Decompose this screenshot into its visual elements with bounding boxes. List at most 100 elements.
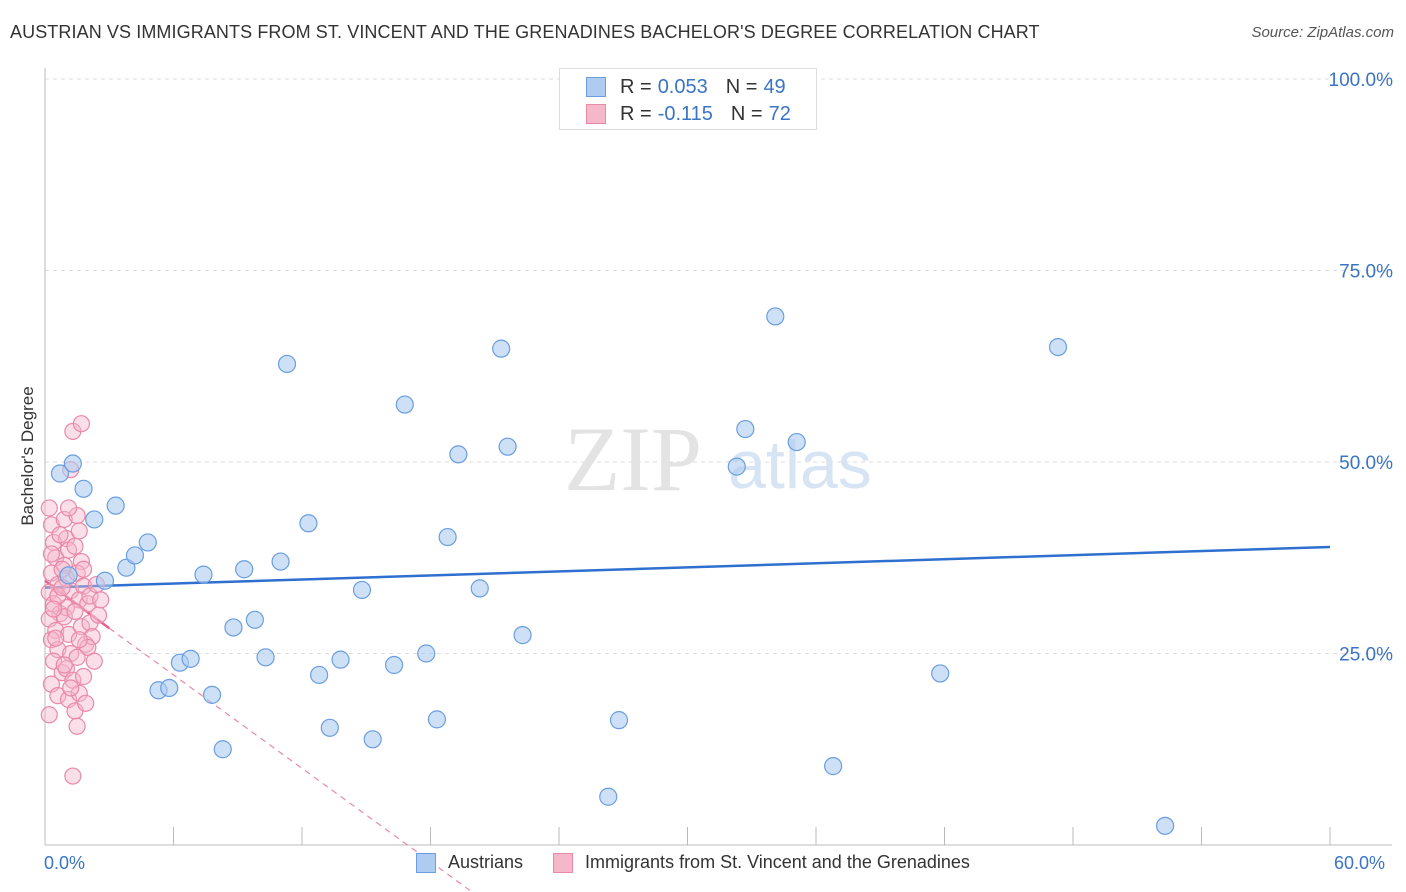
data-point-austrians xyxy=(513,626,532,645)
data-point-austrians xyxy=(736,419,755,439)
data-point-immigrants xyxy=(70,631,88,649)
series-legend-immigrants: Immigrants from St. Vincent and the Gren… xyxy=(553,852,970,873)
data-point-austrians xyxy=(787,432,806,452)
data-point-austrians xyxy=(470,579,489,598)
data-point-austrians xyxy=(1048,338,1068,357)
series-legend-label: Austrians xyxy=(448,852,524,872)
y-tick-label: 75.0% xyxy=(1339,262,1393,283)
legend-n-value: 49 xyxy=(763,75,786,98)
series-legend-austrians: Austrians xyxy=(416,852,523,873)
legend-r-value: -0.115 xyxy=(657,102,713,125)
data-point-austrians xyxy=(363,730,382,749)
watermark: ZIP atlas xyxy=(564,408,872,510)
watermark-zip: ZIP xyxy=(564,408,702,510)
data-point-austrians xyxy=(224,618,243,637)
data-point-immigrants xyxy=(74,560,93,578)
data-point-austrians xyxy=(384,655,404,675)
data-point-austrians xyxy=(299,514,318,533)
chart-title: AUSTRIAN VS IMMIGRANTS FROM ST. VINCENT … xyxy=(10,22,1040,42)
data-point-austrians xyxy=(63,454,82,473)
source-label: Source: ZipAtlas.com xyxy=(1251,24,1394,41)
series-legend-label: Immigrants from St. Vincent and the Gren… xyxy=(585,852,970,872)
data-point-austrians xyxy=(438,527,457,547)
series-swatch-pink xyxy=(553,852,574,873)
data-point-immigrants xyxy=(47,629,65,647)
series-legend: Austrians Immigrants from St. Vincent an… xyxy=(416,852,1000,873)
series-swatch-blue xyxy=(416,852,436,873)
data-point-austrians xyxy=(50,464,70,483)
axes xyxy=(44,68,1392,846)
legend-r-label: R = xyxy=(620,75,652,98)
data-point-austrians xyxy=(498,437,517,456)
data-point-austrians xyxy=(824,757,843,776)
data-point-austrians xyxy=(427,710,447,729)
data-point-austrians xyxy=(59,566,78,585)
data-points xyxy=(40,307,1175,835)
data-point-austrians xyxy=(417,644,436,663)
data-point-austrians xyxy=(256,648,275,667)
data-point-immigrants xyxy=(68,648,86,666)
legend-row-austrians: R = 0.053 N = 49 xyxy=(586,75,786,99)
trend-line-immigrants-extension xyxy=(108,627,474,892)
legend-swatch-pink xyxy=(586,104,606,124)
data-point-austrians xyxy=(277,354,297,374)
x-tick-label-min: 0.0% xyxy=(44,853,86,873)
data-point-austrians xyxy=(138,533,157,552)
data-point-austrians xyxy=(320,718,339,737)
data-point-immigrants xyxy=(44,652,63,670)
legend-r-value: 0.053 xyxy=(657,75,708,98)
data-point-immigrants xyxy=(85,652,103,670)
y-tick-label: 100.0% xyxy=(1329,70,1394,91)
data-point-austrians xyxy=(395,395,414,414)
data-point-austrians xyxy=(271,552,290,571)
data-point-austrians xyxy=(160,678,179,698)
x-tick-label-max: 60.0% xyxy=(1334,853,1386,873)
data-point-immigrants xyxy=(77,694,95,712)
data-point-immigrants xyxy=(74,667,93,686)
data-point-immigrants xyxy=(59,499,78,517)
data-point-austrians xyxy=(352,580,372,600)
data-point-immigrants xyxy=(68,717,86,735)
data-point-immigrants xyxy=(66,537,84,555)
data-point-austrians xyxy=(235,560,254,579)
data-point-austrians xyxy=(609,711,629,730)
data-point-austrians xyxy=(766,307,785,326)
data-point-austrians xyxy=(1155,816,1175,835)
data-point-austrians xyxy=(931,664,950,683)
data-point-austrians xyxy=(194,565,213,584)
data-point-immigrants xyxy=(92,591,110,609)
data-point-austrians xyxy=(106,496,125,515)
data-point-immigrants xyxy=(89,606,108,624)
data-point-austrians xyxy=(181,649,200,668)
legend-r-label: R = xyxy=(620,102,652,125)
data-point-immigrants xyxy=(70,684,88,702)
data-point-immigrants xyxy=(55,656,73,674)
data-point-immigrants xyxy=(49,687,67,705)
data-point-immigrants xyxy=(70,522,88,540)
data-point-immigrants xyxy=(59,625,78,643)
legend-n-label: N = xyxy=(725,75,758,98)
y-tick-labels: 25.0% 50.0% 75.0% 100.0% xyxy=(1329,70,1394,666)
data-point-austrians xyxy=(202,685,222,704)
y-axis-label: Bachelor's Degree xyxy=(18,386,37,526)
data-point-austrians xyxy=(599,787,618,806)
data-point-austrians xyxy=(449,445,468,464)
data-point-austrians xyxy=(331,650,350,669)
data-point-immigrants xyxy=(72,618,91,636)
data-point-austrians xyxy=(95,571,115,590)
correlation-legend: R = 0.053 N = 49 R = -0.115 N = 72 xyxy=(559,68,817,130)
data-point-immigrants xyxy=(72,415,91,433)
data-point-immigrants xyxy=(83,628,101,646)
data-point-austrians xyxy=(245,610,264,629)
y-tick-label: 25.0% xyxy=(1339,645,1393,666)
data-point-immigrants xyxy=(64,767,82,785)
data-point-austrians xyxy=(74,479,93,498)
data-point-immigrants xyxy=(42,545,61,563)
data-point-immigrants xyxy=(49,587,67,605)
data-point-austrians xyxy=(492,339,511,358)
data-point-immigrants xyxy=(40,706,58,724)
data-point-immigrants xyxy=(74,577,93,595)
trend-line-austrians xyxy=(44,545,1331,589)
legend-n-label: N = xyxy=(730,102,763,125)
